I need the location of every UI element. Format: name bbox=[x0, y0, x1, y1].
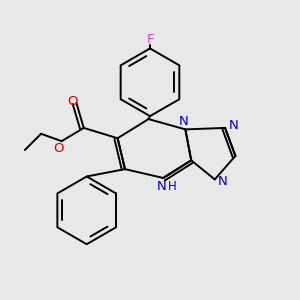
Text: H: H bbox=[168, 180, 176, 193]
Text: F: F bbox=[146, 33, 154, 46]
Text: N: N bbox=[157, 180, 167, 193]
Text: N: N bbox=[179, 115, 189, 128]
Text: N: N bbox=[229, 119, 238, 132]
Text: N: N bbox=[218, 175, 228, 188]
Text: O: O bbox=[68, 95, 78, 108]
Text: O: O bbox=[53, 142, 64, 155]
